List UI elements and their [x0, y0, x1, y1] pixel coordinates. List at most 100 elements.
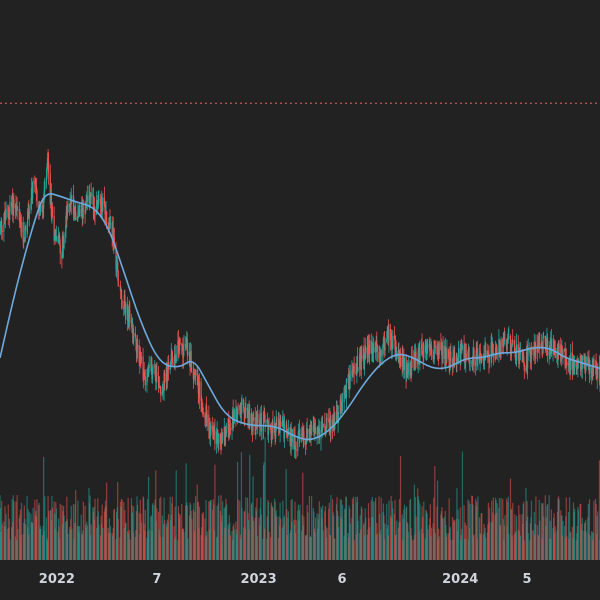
- candle-body: [181, 344, 183, 346]
- candle-body: [452, 356, 454, 367]
- candle-body: [44, 182, 46, 191]
- candle-body: [183, 344, 185, 346]
- candle-body: [266, 419, 269, 421]
- candle-body: [252, 421, 254, 431]
- volume-bar: [566, 536, 568, 560]
- volume-bar: [48, 511, 50, 560]
- volume-bar: [543, 516, 545, 560]
- volume-bar: [302, 472, 304, 560]
- volume-bar: [16, 495, 18, 560]
- candle-body: [61, 235, 64, 258]
- candle-body: [206, 414, 208, 427]
- x-tick-label: 2022: [39, 572, 75, 587]
- volume-bar: [523, 540, 525, 560]
- candle-body: [258, 414, 260, 424]
- volume-bar: [527, 532, 529, 560]
- candle-body: [229, 428, 231, 430]
- volume-bar: [349, 523, 351, 560]
- candle-body: [523, 355, 525, 364]
- candle-body: [63, 237, 65, 249]
- candle-body: [472, 357, 474, 365]
- volume-bar: [210, 500, 212, 560]
- candle-body: [66, 212, 69, 217]
- candle-body: [82, 209, 85, 211]
- candle-body: [330, 419, 332, 434]
- volume-bar: [465, 525, 467, 560]
- volume-bar: [577, 509, 580, 560]
- volume-bar: [106, 482, 108, 560]
- candle-body: [496, 345, 498, 356]
- candle-body: [335, 411, 338, 423]
- volume-bar: [394, 500, 396, 560]
- candle-body: [421, 344, 423, 352]
- candle-body: [457, 357, 459, 362]
- candle-body: [430, 345, 433, 355]
- candle-body: [162, 390, 164, 392]
- candle-body: [457, 348, 460, 358]
- volume-bar: [90, 524, 92, 560]
- candle-body: [548, 351, 550, 356]
- candle-body: [279, 421, 281, 433]
- volume-bar: [539, 520, 541, 560]
- candle-body: [448, 357, 450, 368]
- candle-body: [290, 427, 292, 445]
- candle-body: [245, 407, 247, 411]
- candle-body: [565, 358, 567, 362]
- candle-body: [262, 412, 265, 429]
- volume-bar: [434, 533, 436, 560]
- volume-bar: [376, 533, 378, 560]
- candle-body: [187, 351, 189, 355]
- candle-body: [308, 428, 310, 434]
- candle-body: [411, 356, 413, 358]
- candle-body: [178, 338, 181, 352]
- candle-body: [579, 359, 581, 362]
- volume-bar: [229, 535, 231, 560]
- volume-bar: [72, 504, 75, 560]
- candle-body: [577, 359, 580, 361]
- candle-body: [295, 449, 297, 452]
- candle-body: [222, 436, 224, 441]
- candlesticks: [0, 149, 600, 460]
- candle-body: [480, 353, 482, 357]
- volume-bar: [233, 529, 235, 560]
- candle-body: [246, 407, 249, 418]
- candle-body: [17, 209, 19, 211]
- candle-body: [255, 427, 257, 435]
- candle-body: [35, 186, 38, 191]
- candle-body: [197, 376, 199, 394]
- candle-body: [444, 345, 446, 365]
- candle-body: [59, 245, 61, 254]
- candle-body: [572, 358, 575, 370]
- candle-body: [148, 365, 150, 368]
- candle-body: [312, 425, 314, 430]
- candle-body: [164, 373, 166, 382]
- candle-body: [121, 299, 123, 307]
- volume-bar: [241, 507, 243, 560]
- candle-body: [32, 180, 34, 182]
- volume-bar: [205, 499, 207, 560]
- volume-bar: [175, 470, 177, 560]
- candle-body: [231, 427, 233, 430]
- candle-body: [535, 345, 537, 353]
- candle-body: [89, 197, 91, 201]
- candle-body: [146, 377, 148, 386]
- candle-body: [552, 345, 555, 349]
- candle-body: [4, 213, 6, 219]
- candle-body: [511, 340, 513, 347]
- candle-body: [19, 216, 22, 225]
- candle-body: [125, 304, 127, 313]
- candle-body: [256, 414, 259, 424]
- volume-bar: [372, 501, 375, 560]
- volume-bar: [419, 503, 421, 560]
- candle-body: [298, 429, 301, 437]
- volume-bar: [485, 538, 487, 560]
- candle-body: [39, 211, 41, 215]
- candle-body: [150, 364, 152, 369]
- volume-bar: [519, 535, 522, 560]
- candle-body: [1, 230, 3, 232]
- candle-body: [169, 367, 171, 370]
- candle-body: [48, 161, 50, 174]
- candle-body: [155, 372, 157, 380]
- candle-body: [50, 194, 52, 217]
- candle-body: [488, 359, 491, 363]
